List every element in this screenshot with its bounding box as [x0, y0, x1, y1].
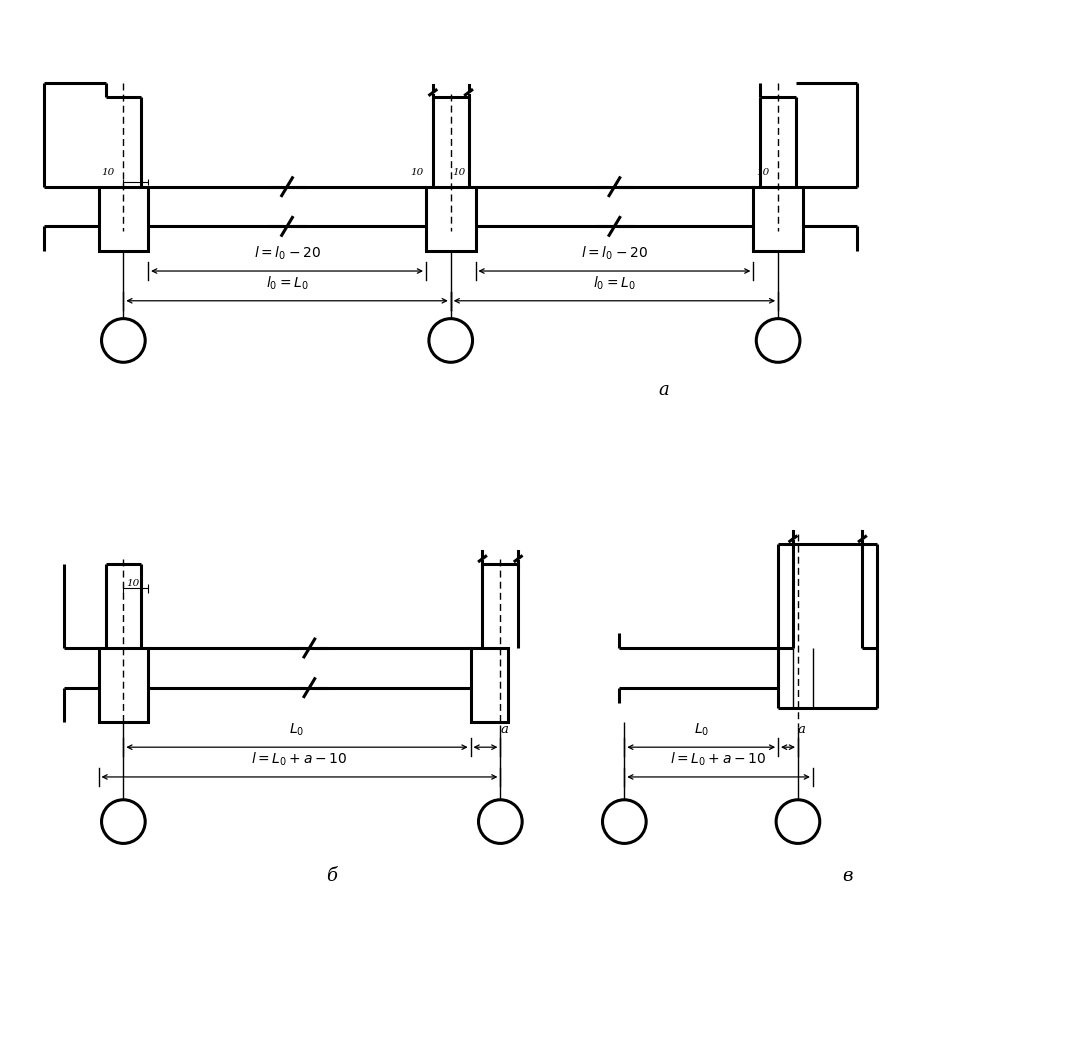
Text: 10: 10 — [102, 168, 115, 176]
Bar — [99, 187, 149, 252]
Bar — [99, 648, 149, 722]
Text: в: в — [842, 868, 853, 885]
Text: $l = l_0-20$: $l = l_0-20$ — [581, 244, 648, 262]
Text: 10: 10 — [411, 168, 424, 176]
Text: 10: 10 — [757, 168, 770, 176]
Text: $l_0 = L_0$: $l_0 = L_0$ — [593, 275, 635, 291]
Text: $L_0$: $L_0$ — [694, 721, 709, 737]
Text: a: a — [798, 722, 805, 736]
Text: a: a — [659, 381, 670, 399]
Text: $l = l_0-20$: $l = l_0-20$ — [254, 244, 321, 262]
Text: $l = L_0+a-10$: $l = L_0+a-10$ — [670, 751, 766, 767]
Bar — [426, 187, 476, 252]
Text: 10: 10 — [453, 168, 466, 176]
Text: $l_0 = L_0$: $l_0 = L_0$ — [266, 275, 309, 291]
Text: б: б — [326, 868, 337, 885]
Text: a: a — [501, 722, 508, 736]
Text: 10: 10 — [127, 578, 140, 588]
Bar — [470, 648, 508, 722]
Text: $l = L_0+a-10$: $l = L_0+a-10$ — [251, 751, 348, 767]
Text: $L_0$: $L_0$ — [289, 721, 305, 737]
Bar — [753, 187, 803, 252]
